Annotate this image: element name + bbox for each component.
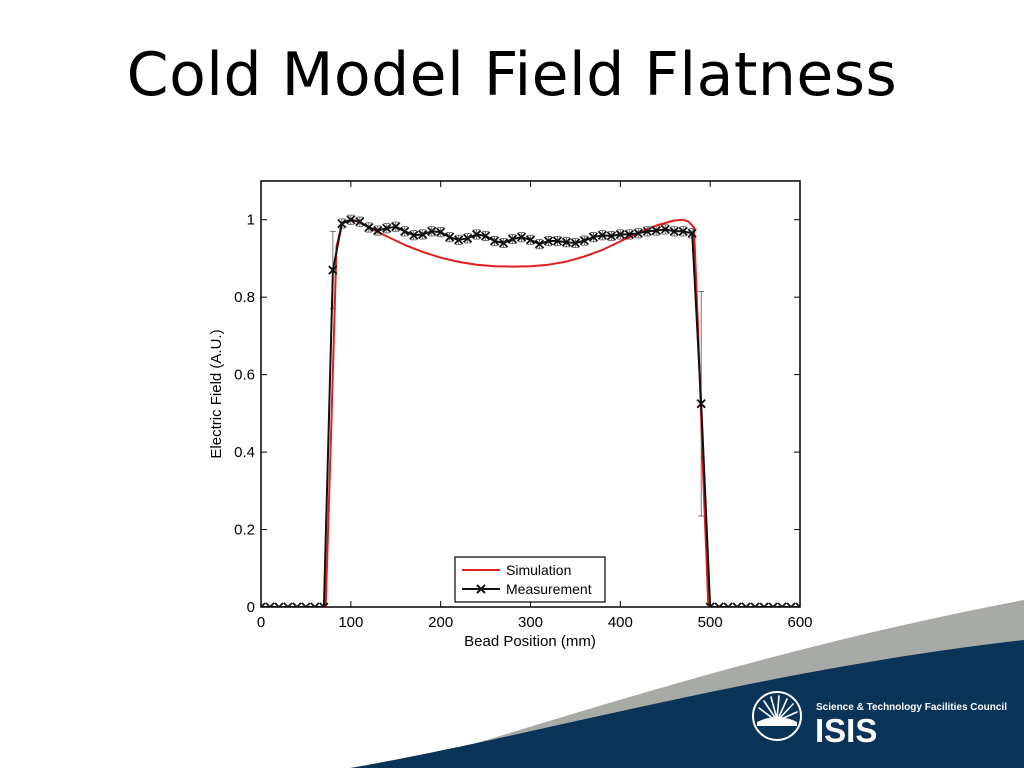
measurement-point [615,229,625,240]
measurement-point [261,602,266,607]
measurement-point [624,229,634,240]
measurement-point [795,602,800,607]
slide-title: Cold Model Field Flatness [126,40,898,110]
measurement-point [534,239,545,249]
x-tick-label: 100 [338,614,363,631]
measurement-point [310,602,320,607]
measurement-point [436,227,446,237]
legend-simulation-label: Simulation [506,562,571,578]
measurement-point [301,602,311,607]
measurement-point [453,235,464,245]
measurement-point [660,224,670,235]
measurement-point [283,602,293,607]
measurement-point [678,226,688,236]
measurement-point [409,230,419,240]
measurement-error-bars [329,214,705,517]
y-tick-label: 0.8 [234,289,255,306]
measurement-point [328,265,338,275]
measurement-point [579,236,590,246]
measurement-point [373,225,383,236]
measurement-point [337,218,347,229]
measurement-point [364,222,374,233]
measurement-point [669,226,679,236]
measurement-point [346,215,356,225]
measurement-point [427,226,437,236]
y-axis-label: Electric Field (A.U.) [208,329,225,458]
measurement-point [471,229,482,240]
measurement-point [292,602,302,607]
council-name: Science & Technology Facilities Council [816,702,1007,713]
measurement-point [786,602,796,607]
measurement-point [696,399,706,409]
measurement-point [400,226,410,236]
measurement-point [723,602,733,607]
measurement-point [732,602,742,607]
plot-area [260,180,801,608]
y-tick-label: 1 [247,212,255,229]
measurement-point [355,217,365,227]
measurement-point [570,238,581,248]
measurement-point [606,231,616,241]
x-tick-label: 400 [608,614,633,631]
measurement-point [741,602,751,607]
x-tick-label: 200 [428,614,453,631]
x-tick-label: 600 [787,614,812,631]
y-tick-labels: 0 0.2 0.4 0.6 0.8 1 [234,212,255,616]
isis-wordmark: ISIS [815,712,878,749]
measurement-point [714,602,724,607]
measurement-point [445,232,455,242]
measurement-point [525,235,536,245]
measurement-point [561,237,572,247]
measurement-point [552,236,563,246]
measurement-point [597,230,608,240]
x-tick-labels: 0 100 200 300 400 500 600 [257,614,813,631]
measurement-point [642,226,652,236]
x-axis-label: Bead Position (mm) [464,633,596,650]
isis-logo-icon [752,691,802,741]
measurement-point [382,223,392,233]
measurement-point [768,602,778,607]
measurement-point [588,232,599,242]
x-tick-label: 500 [698,614,723,631]
measurement-point [750,602,760,607]
measurement-point [480,231,491,241]
legend-box [454,556,606,603]
measurement-point [633,228,643,238]
y-tick-label: 0.6 [234,367,255,384]
measurement-point [777,602,787,607]
measurement-point [489,236,500,246]
y-tick-label: 0 [247,599,255,616]
chart-legend: Simulation Measurement [454,556,606,603]
x-tick-label: 300 [518,614,543,631]
measurement-point [498,238,509,248]
legend-measurement-label: Measurement [506,581,592,597]
measurement-point [319,602,329,607]
measurement-point [391,222,401,232]
brand-block: Science & Technology Facilities Council … [748,688,1018,758]
measurement-point [651,225,661,236]
measurement-point [507,234,518,244]
measurement-point [516,232,527,242]
measurement-point [418,229,428,240]
footer-navy-swoosh [350,640,1024,768]
measurement-point [265,602,275,607]
measurement-point [462,233,473,243]
legend-measurement-marker [476,584,486,594]
measurement-point [274,602,284,607]
y-tick-label: 0.4 [234,444,255,461]
y-tick-label: 0.2 [234,522,255,539]
measurement-point [687,228,697,238]
measurement-point [759,602,769,607]
x-tick-label: 0 [257,614,265,631]
measurement-point [543,236,554,246]
measurement-point [705,602,715,607]
